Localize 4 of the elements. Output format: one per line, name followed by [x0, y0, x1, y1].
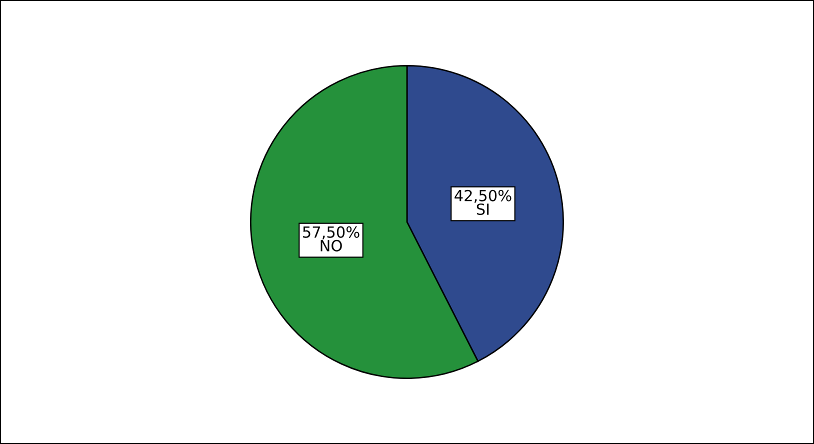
slice-label: NO: [320, 240, 342, 252]
data-label: 57,50%: [303, 226, 360, 240]
data-label: 42,50%: [454, 190, 512, 203]
slice-label: SI: [476, 203, 489, 216]
